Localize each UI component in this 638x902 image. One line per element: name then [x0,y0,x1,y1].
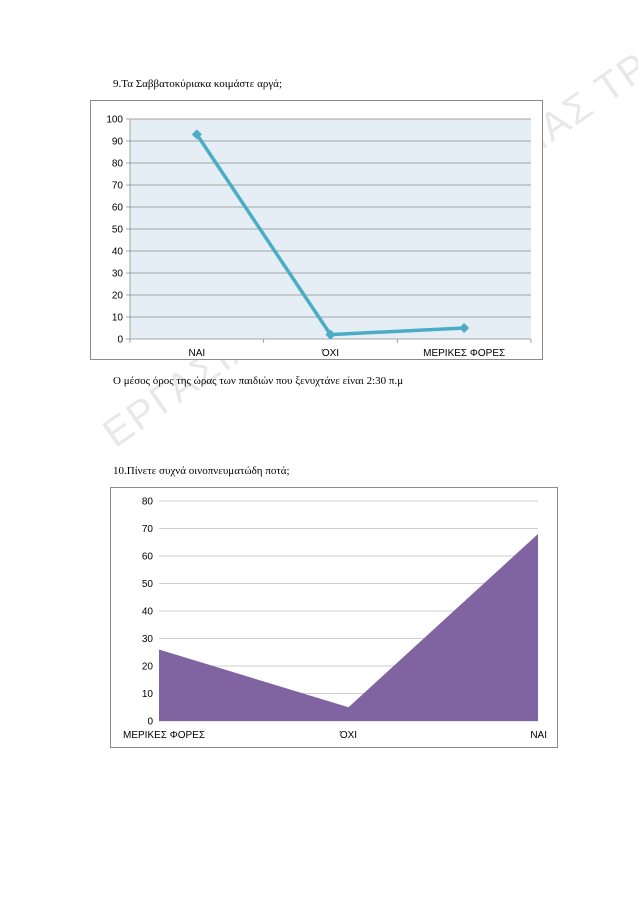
question-9: 9.Τα Σαββατοκύριακα κοιμάστε αργά; [113,78,283,90]
data-point [191,129,202,140]
y-tick-label: 80 [142,497,154,508]
y-tick-label: 30 [142,634,154,645]
y-tick-label: 20 [112,291,124,302]
y-tick-label: 70 [112,181,124,192]
y-tick-label: 10 [142,689,154,700]
y-tick-label: 30 [112,269,124,280]
y-tick-label: 40 [142,607,154,618]
x-tick-label: ΜΕΡΙΚΕΣ ΦΟΡΕΣ [123,730,205,741]
data-point [325,329,336,340]
y-tick-label: 90 [112,137,124,148]
x-tick-label: ΜΕΡΙΚΕΣ ΦΟΡΕΣ [423,348,505,359]
y-tick-label: 60 [112,203,124,214]
y-tick-label: 70 [142,524,154,535]
x-tick-label: ΝΑΙ [188,348,205,359]
average-sentence: Ο μέσος όρος της ώρας των παιδιών που ξε… [113,375,404,387]
data-point [459,323,470,333]
y-tick-label: 20 [142,662,154,673]
y-tick-label: 100 [106,115,123,126]
chart-2-frame: 0 10 20 30 40 50 60 70 80 ΜΕΡΙΚΕΣ ΦΟΡΕΣ ΌΧΙ ΝΑΙ [110,487,558,748]
y-tick-label: 50 [112,225,124,236]
y-tick-label: 40 [112,247,124,258]
chart-1-frame: 0 10 20 30 40 50 60 70 80 90 100 ΝΑΙ ΌΧΙ ΜΕΡΙΚΕΣ ΦΟΡΕ… [90,100,543,360]
x-tick-label: ΌΧΙ [321,348,339,359]
question-10: 10.Πίνετε συχνά οινοπνευματώδη ποτά; [113,465,290,477]
y-tick-label: 50 [142,579,154,590]
series-area [159,534,538,721]
x-tick-label: ΝΑΙ [530,730,547,741]
x-tick-label: ΌΧΙ [339,730,357,741]
chart-2: 0 10 20 30 40 50 60 70 80 ΜΕΡΙΚΕΣ ΦΟΡΕΣ ΌΧΙ ΝΑΙ [123,497,547,742]
y-tick-label: 0 [147,717,153,728]
y-tick-label: 60 [142,552,154,563]
y-tick-label: 10 [112,313,124,324]
chart-1: 0 10 20 30 40 50 60 70 80 90 100 ΝΑΙ ΌΧΙ ΜΕΡΙΚΕΣ ΦΟΡΕ… [106,115,532,359]
y-tick-label: 0 [117,335,123,346]
y-tick-label: 80 [112,159,124,170]
